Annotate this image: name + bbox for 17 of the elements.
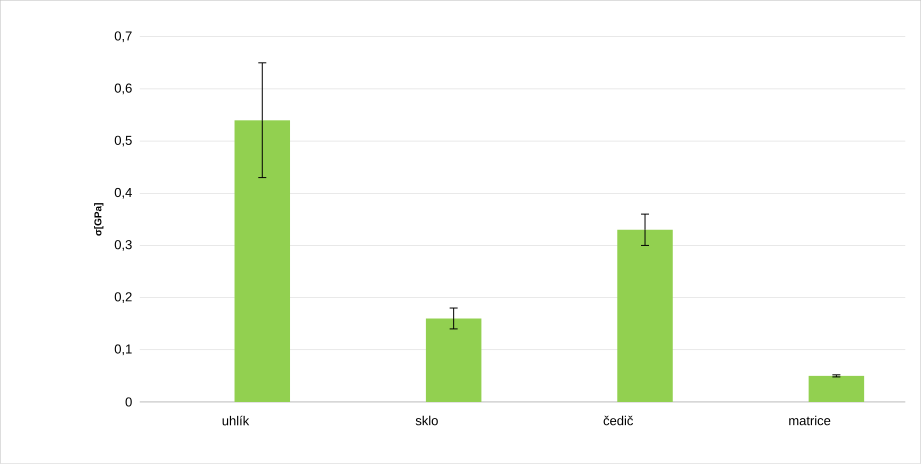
- x-tick-label: čedič: [604, 416, 634, 426]
- y-tick-label: 0,3: [114, 240, 132, 251]
- y-tick-label: 0,6: [114, 84, 132, 94]
- bar: [234, 120, 290, 402]
- y-tick-label: 0,1: [114, 344, 132, 356]
- x-tick-label: sklo: [416, 416, 438, 426]
- x-tick-label: uhlík: [222, 416, 250, 426]
- y-tick-label: 0,7: [114, 32, 132, 42]
- bar: [617, 230, 673, 402]
- bar: [808, 376, 864, 402]
- y-axis-title: σ[GPa]: [94, 203, 104, 236]
- y-tick-label: 0,4: [114, 188, 132, 199]
- y-tick-label: 0,2: [114, 292, 132, 304]
- x-tick-label: matrice: [789, 416, 830, 426]
- y-tick-label: 0: [126, 398, 132, 407]
- bar: [426, 318, 482, 402]
- y-tick-label: 0,5: [114, 136, 132, 147]
